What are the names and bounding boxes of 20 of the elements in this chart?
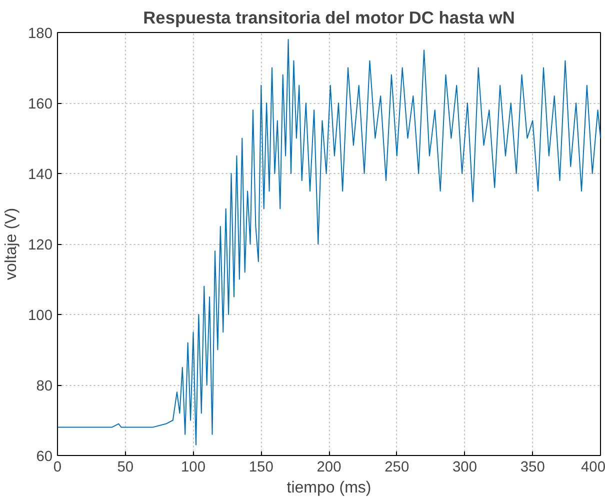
x-tick-label: 150: [248, 460, 274, 476]
y-tick-label: 80: [36, 378, 53, 394]
y-tick-label: 120: [28, 238, 53, 254]
y-tick-label: 60: [36, 449, 53, 465]
line-series: [58, 39, 600, 446]
x-tick-label: 0: [53, 460, 62, 476]
y-axis-title: voltaje (V): [3, 208, 20, 280]
x-tick-label: 100: [181, 460, 206, 476]
y-tick-label: 180: [28, 26, 53, 42]
x-tick-label: 250: [384, 460, 410, 476]
y-tick-label: 160: [28, 96, 53, 112]
x-tick-label: 50: [117, 460, 134, 476]
x-tick-label: 200: [316, 460, 342, 476]
x-tick-label: 350: [520, 460, 545, 476]
y-tick-label: 140: [28, 167, 53, 183]
y-tick-label: 100: [28, 308, 53, 324]
x-tick-label: 300: [452, 460, 477, 476]
chart-title: Respuesta transitoria del motor DC hasta wN: [143, 8, 515, 28]
x-tick-label: 400: [581, 460, 605, 476]
x-axis-title: tiempo (ms): [286, 480, 372, 496]
